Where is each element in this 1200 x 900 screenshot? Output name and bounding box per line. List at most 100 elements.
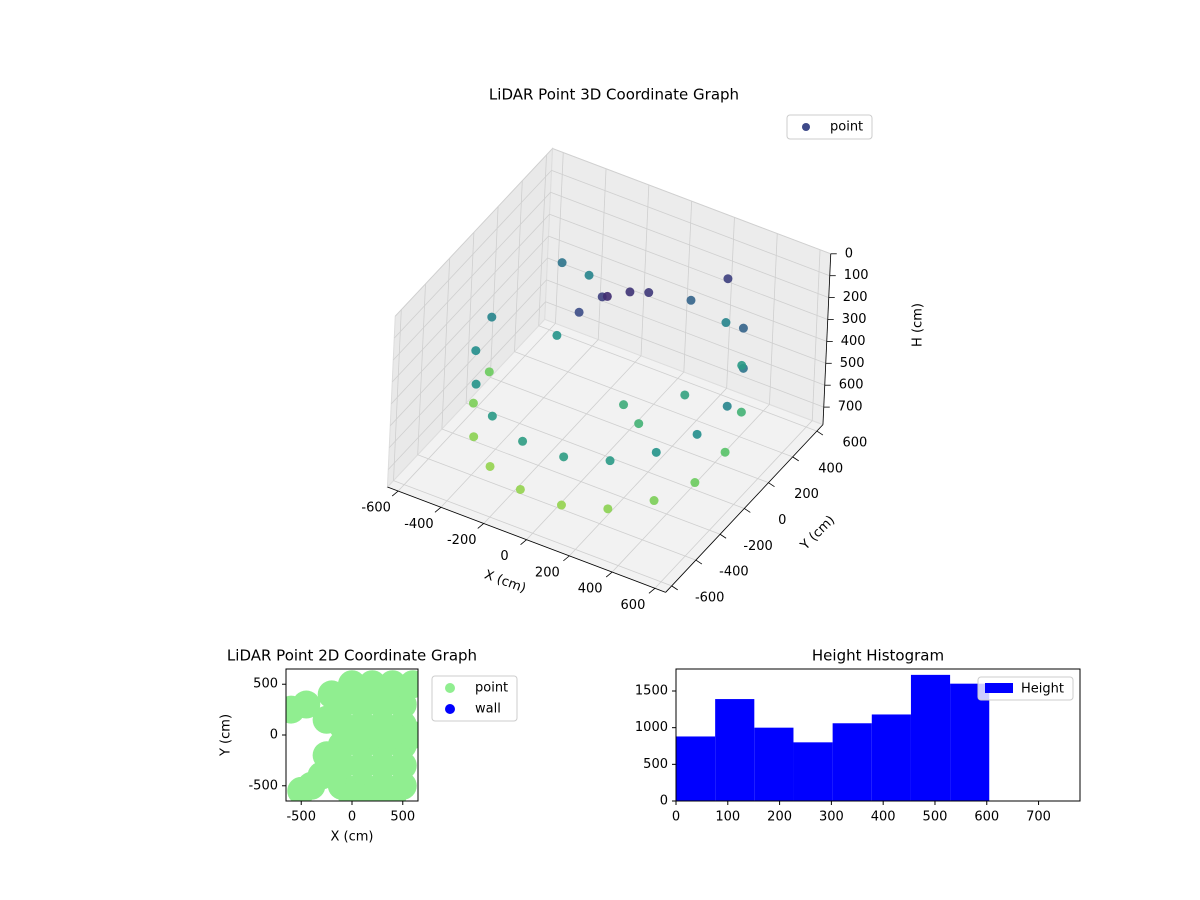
grid-line — [640, 184, 650, 356]
x-tick-label: 400 — [871, 810, 896, 825]
point — [686, 295, 696, 305]
z-tick-label: 300 — [842, 312, 867, 327]
grid-line — [490, 376, 769, 484]
grid-line — [394, 148, 553, 317]
tick-mark — [477, 523, 485, 529]
x-tick-label: -400 — [404, 517, 434, 532]
point — [720, 447, 730, 457]
point — [649, 496, 659, 506]
point — [584, 270, 594, 280]
z-axis-line — [822, 253, 832, 425]
point — [487, 312, 497, 322]
point — [736, 407, 746, 417]
x-tick-label: 600 — [974, 810, 999, 825]
grid-line — [465, 232, 475, 404]
point — [738, 323, 748, 333]
grid-line — [683, 201, 693, 372]
z-axis-label: H (cm) — [911, 303, 926, 347]
legend-label: point — [475, 681, 508, 696]
point — [484, 367, 494, 377]
grid-line — [390, 235, 549, 405]
bar — [871, 714, 911, 801]
grid-line — [393, 170, 552, 339]
grid-line — [392, 192, 551, 361]
x-tick-label: 700 — [1026, 810, 1051, 825]
x-tick-label: 0 — [500, 549, 508, 564]
tick-mark — [391, 490, 399, 497]
point — [471, 346, 481, 356]
y-tick-label: 0 — [778, 513, 786, 528]
plot-area — [286, 670, 418, 801]
chart-title: LiDAR Point 2D Coordinate Graph — [227, 647, 477, 665]
y-tick-label: 1000 — [635, 720, 668, 735]
y-tick-label: 1500 — [635, 684, 668, 699]
legend-box — [786, 114, 873, 140]
tick-mark — [563, 555, 570, 562]
point — [556, 500, 566, 510]
bar — [754, 727, 794, 801]
x-tick-label: 0 — [348, 810, 356, 825]
x-tick-label: 600 — [621, 598, 646, 613]
grid-line — [546, 279, 825, 386]
x-tick-label: 0 — [672, 810, 680, 825]
y-axis-label: Y (cm) — [219, 714, 234, 757]
point — [515, 484, 525, 494]
z-tick-label: 200 — [843, 290, 868, 305]
point — [557, 258, 567, 268]
grid-line — [552, 148, 831, 255]
point — [518, 436, 528, 446]
point — [317, 680, 346, 709]
tick-mark — [648, 587, 656, 594]
legend-box — [431, 675, 518, 722]
grid-line — [547, 257, 826, 364]
grid-line — [555, 152, 564, 324]
point — [388, 751, 417, 780]
y-axis-line — [665, 424, 824, 593]
point — [680, 390, 690, 400]
point — [602, 291, 612, 301]
bar — [793, 742, 833, 801]
y-tick-label: -400 — [719, 565, 749, 580]
point — [644, 288, 654, 298]
point — [692, 429, 702, 439]
bar — [676, 736, 716, 801]
point — [487, 411, 497, 421]
y-tick-label: -200 — [743, 539, 773, 554]
point — [690, 478, 700, 488]
z-tick-label: 500 — [840, 356, 865, 371]
z-tick-label: 0 — [845, 246, 853, 261]
point — [398, 670, 418, 699]
y-tick-label: -500 — [248, 778, 278, 793]
tick-mark — [768, 482, 775, 488]
point — [338, 721, 366, 749]
bar — [715, 699, 755, 801]
y-tick-label: 0 — [270, 728, 278, 743]
tick-mark — [434, 506, 442, 513]
grid-line — [465, 402, 745, 509]
point — [625, 287, 635, 297]
grid-line — [393, 309, 402, 481]
point — [721, 318, 731, 328]
grid-line — [441, 258, 451, 429]
point — [619, 400, 629, 410]
z-tick-label: 700 — [838, 400, 863, 415]
tick-mark — [792, 456, 799, 462]
grid-line — [597, 168, 607, 340]
tick-mark — [719, 533, 727, 539]
legend-label: wall — [475, 702, 501, 717]
x-axis-line — [387, 486, 666, 593]
y-tick-label: 600 — [842, 436, 867, 451]
point — [723, 274, 733, 284]
grid-line — [538, 325, 818, 432]
point — [737, 360, 747, 370]
legend-label: point — [830, 120, 863, 135]
y-axis-label: Y (cm) — [797, 513, 838, 554]
point — [559, 452, 569, 462]
legend-marker — [445, 683, 455, 693]
y-tick-label: -600 — [695, 590, 725, 605]
y-tick-label: 500 — [253, 677, 278, 692]
grid-line — [441, 428, 721, 535]
point — [358, 670, 387, 699]
grid-line — [538, 154, 547, 326]
axes-frame — [675, 668, 1081, 802]
